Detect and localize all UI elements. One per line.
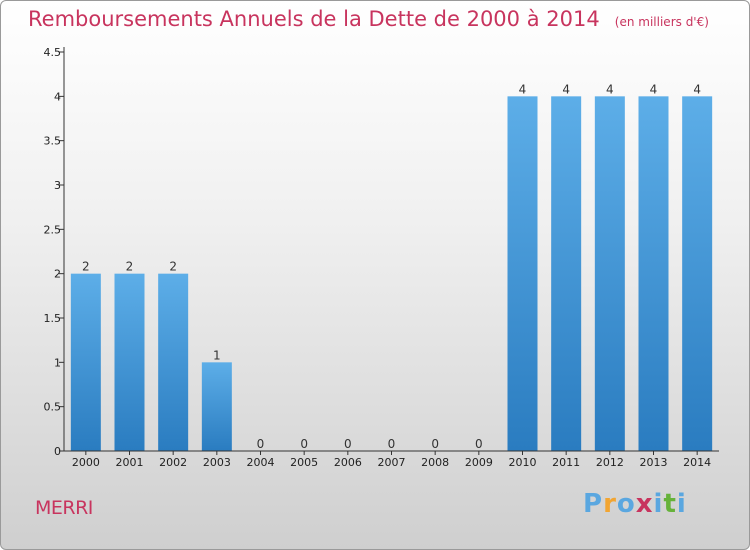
x-tick-label-2010: 2010 (509, 456, 537, 469)
data-label-2009: 0 (475, 437, 483, 451)
x-tick-label-2013: 2013 (640, 456, 668, 469)
bar-2011 (551, 96, 582, 451)
data-label-2012: 4 (606, 82, 614, 96)
y-tick-label: 3 (54, 179, 61, 192)
data-label-2002: 2 (169, 260, 177, 274)
logo-letter: P (583, 489, 604, 519)
chart-title: Remboursements Annuels de la Dette de 20… (28, 7, 600, 31)
y-tick-label: 3.5 (44, 135, 62, 148)
logo-letter: x (635, 489, 654, 519)
y-tick-label: 4 (54, 90, 61, 103)
chart-subtitle: (en milliers d'€) (614, 15, 709, 29)
data-label-2005: 0 (300, 437, 308, 451)
bar-2003 (201, 362, 232, 451)
data-label-2003: 1 (213, 348, 221, 362)
x-tick-label-2003: 2003 (203, 456, 231, 469)
bar-2002 (158, 273, 189, 451)
y-tick-label: 1 (54, 356, 61, 369)
data-label-2008: 0 (431, 437, 439, 451)
logo-letter: i (653, 489, 664, 519)
bar-2014 (682, 96, 713, 451)
y-tick-label: 4.5 (44, 46, 62, 59)
x-tick-label-2008: 2008 (421, 456, 449, 469)
x-tick-label-2000: 2000 (72, 456, 100, 469)
proxiti-logo: Proxiti (583, 489, 687, 519)
x-tick-label-2001: 2001 (116, 456, 144, 469)
bar-2000 (70, 273, 101, 451)
x-tick-label-2002: 2002 (159, 456, 187, 469)
logo-letter: o (616, 489, 636, 519)
bar-2010 (507, 96, 538, 451)
bar-2013 (638, 96, 669, 451)
data-label-2011: 4 (562, 82, 570, 96)
bar-2001 (114, 273, 145, 451)
y-tick-label: 1.5 (44, 312, 62, 325)
x-tick-label-2007: 2007 (378, 456, 406, 469)
data-label-2000: 2 (82, 260, 90, 274)
x-tick-label-2011: 2011 (552, 456, 580, 469)
commune-name: MERRI (35, 497, 93, 519)
y-tick-label: 0 (54, 445, 61, 458)
logo-letter: i (676, 489, 687, 519)
data-label-2001: 2 (126, 260, 134, 274)
data-label-2006: 0 (344, 437, 352, 451)
y-tick-label: 0.5 (44, 401, 62, 414)
data-label-2013: 4 (650, 82, 658, 96)
data-label-2014: 4 (693, 82, 701, 96)
data-label-2004: 0 (257, 437, 265, 451)
y-tick-label: 2 (54, 268, 61, 281)
x-tick-label-2009: 2009 (465, 456, 493, 469)
bar-2012 (594, 96, 625, 451)
x-tick-label-2012: 2012 (596, 456, 624, 469)
logo-letter: t (663, 489, 677, 519)
data-label-2010: 4 (519, 82, 527, 96)
x-tick-label-2006: 2006 (334, 456, 362, 469)
x-tick-label-2005: 2005 (290, 456, 318, 469)
y-tick-label: 2.5 (44, 223, 62, 236)
x-tick-label-2004: 2004 (247, 456, 275, 469)
title-block: Remboursements Annuels de la Dette de 20… (28, 7, 709, 31)
data-label-2007: 0 (388, 437, 396, 451)
logo-letter: r (603, 489, 617, 519)
x-tick-label-2014: 2014 (683, 456, 711, 469)
